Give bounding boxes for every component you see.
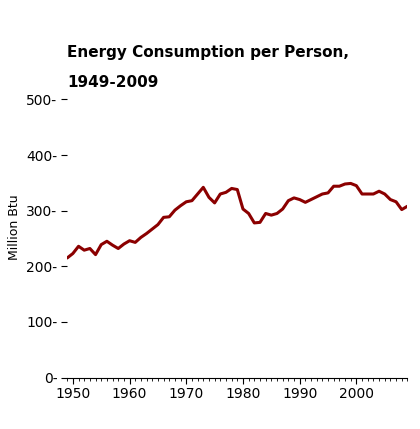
Y-axis label: Million Btu: Million Btu (8, 195, 21, 260)
Text: Energy Consumption per Person,: Energy Consumption per Person, (67, 45, 349, 60)
Text: 1949-2009: 1949-2009 (67, 75, 159, 90)
